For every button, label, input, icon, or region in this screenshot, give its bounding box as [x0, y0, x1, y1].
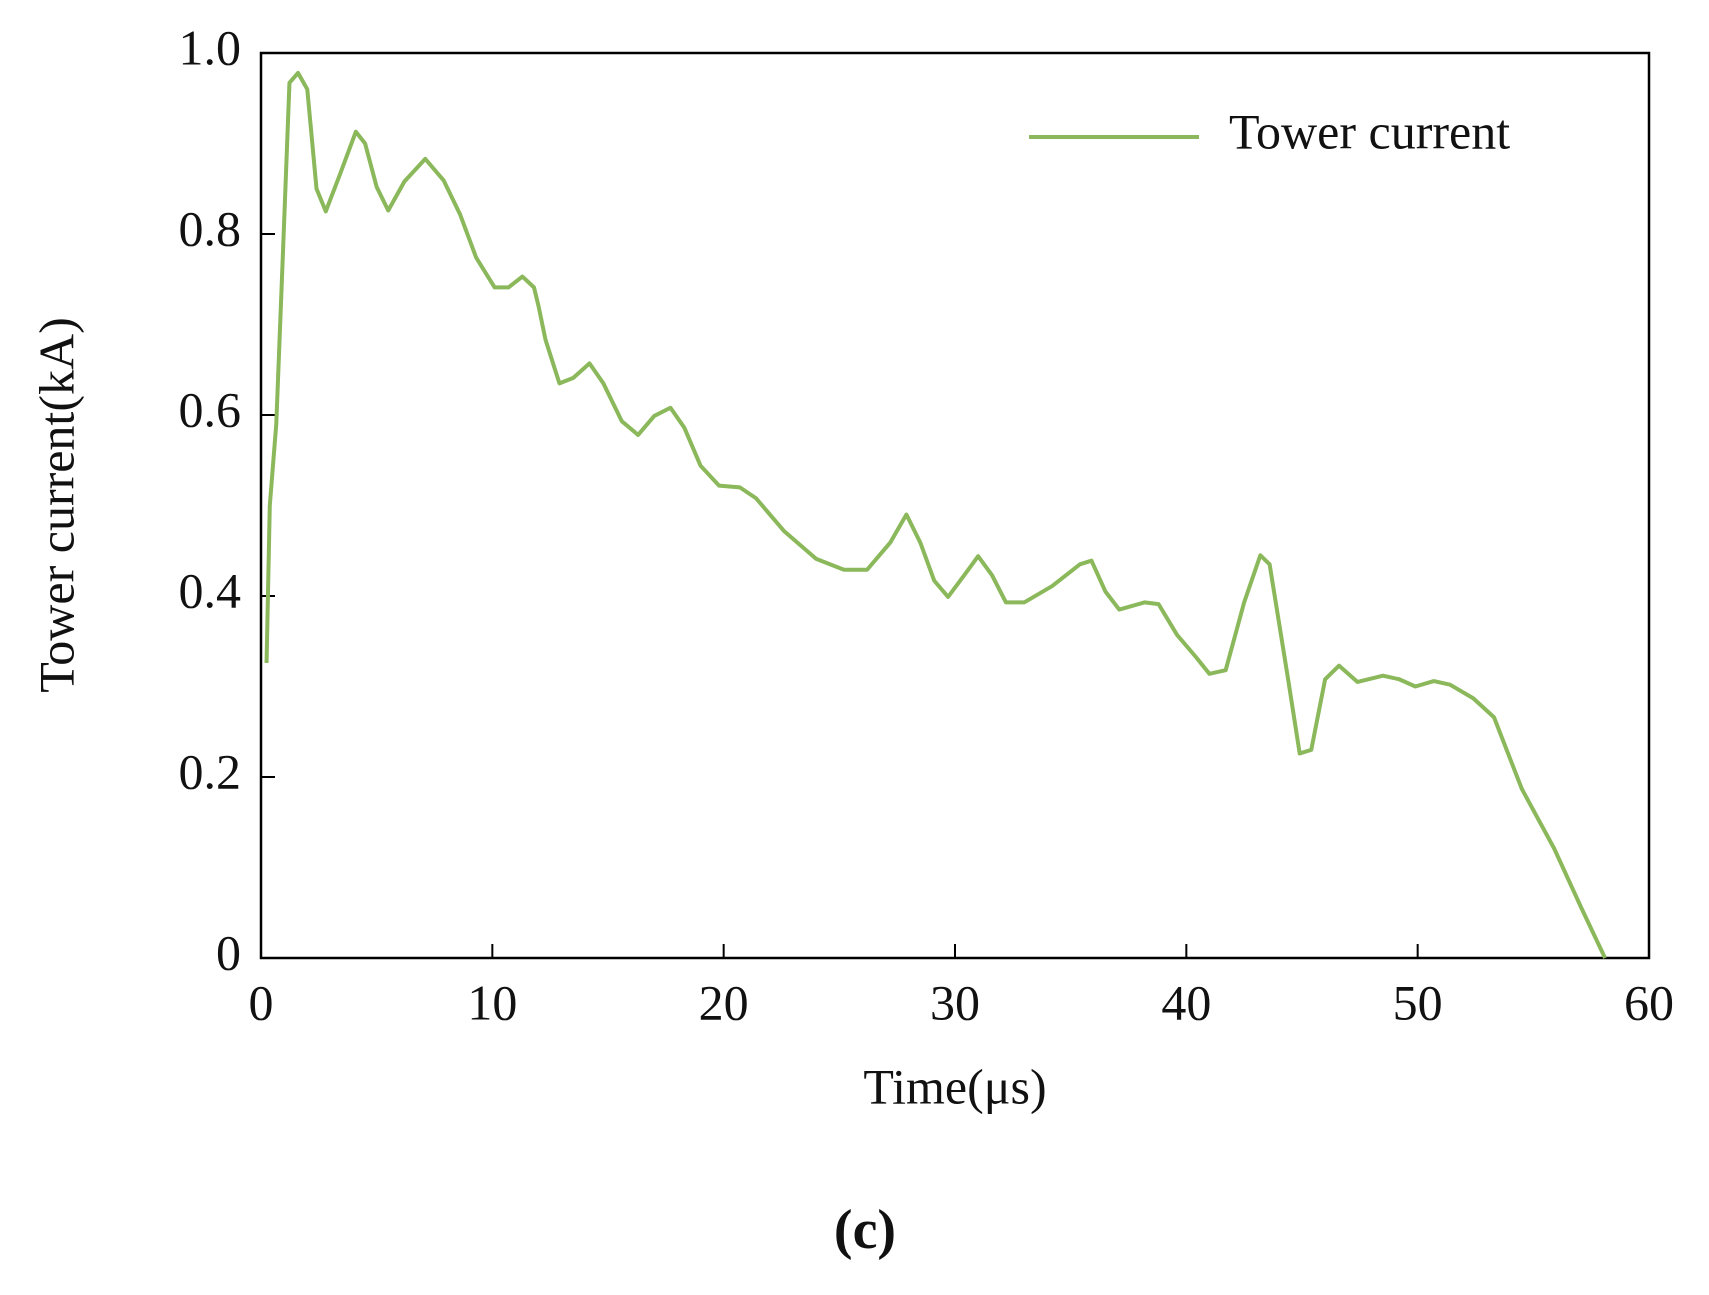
x-tick-label: 50 [1393, 974, 1443, 1030]
legend-label: Tower current [1229, 103, 1510, 159]
caption: (c) [834, 1199, 896, 1261]
plot-frame [259, 51, 1651, 960]
x-axis-label: Time(μs) [863, 1058, 1046, 1114]
x-tick-label: 10 [467, 974, 517, 1030]
y-tick-label: 0.8 [179, 200, 242, 256]
data-line [264, 70, 1607, 959]
y-axis-label: Tower current(kA) [28, 317, 84, 693]
x-tick-label: 0 [249, 974, 274, 1030]
x-tick-label: 60 [1624, 974, 1674, 1030]
x-tick-label: 40 [1161, 974, 1211, 1030]
y-tick-label: 0.4 [179, 562, 242, 618]
y-tick-label: 0.6 [179, 381, 242, 437]
y-tick-label: 0 [216, 924, 241, 980]
x-tick-label: 20 [699, 974, 749, 1030]
y-tick-label: 1.0 [179, 19, 242, 75]
y-tick-label: 0.2 [179, 743, 242, 799]
x-tick-label: 30 [930, 974, 980, 1030]
